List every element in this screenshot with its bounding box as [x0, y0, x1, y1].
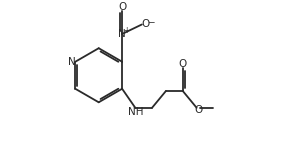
- Text: −: −: [147, 17, 154, 26]
- Text: O: O: [195, 105, 203, 115]
- Text: O: O: [118, 2, 126, 12]
- Text: O: O: [142, 19, 150, 29]
- Text: +: +: [123, 26, 130, 35]
- Text: NH: NH: [128, 107, 143, 117]
- Text: N: N: [68, 57, 76, 67]
- Text: O: O: [179, 59, 187, 69]
- Text: N: N: [118, 29, 126, 39]
